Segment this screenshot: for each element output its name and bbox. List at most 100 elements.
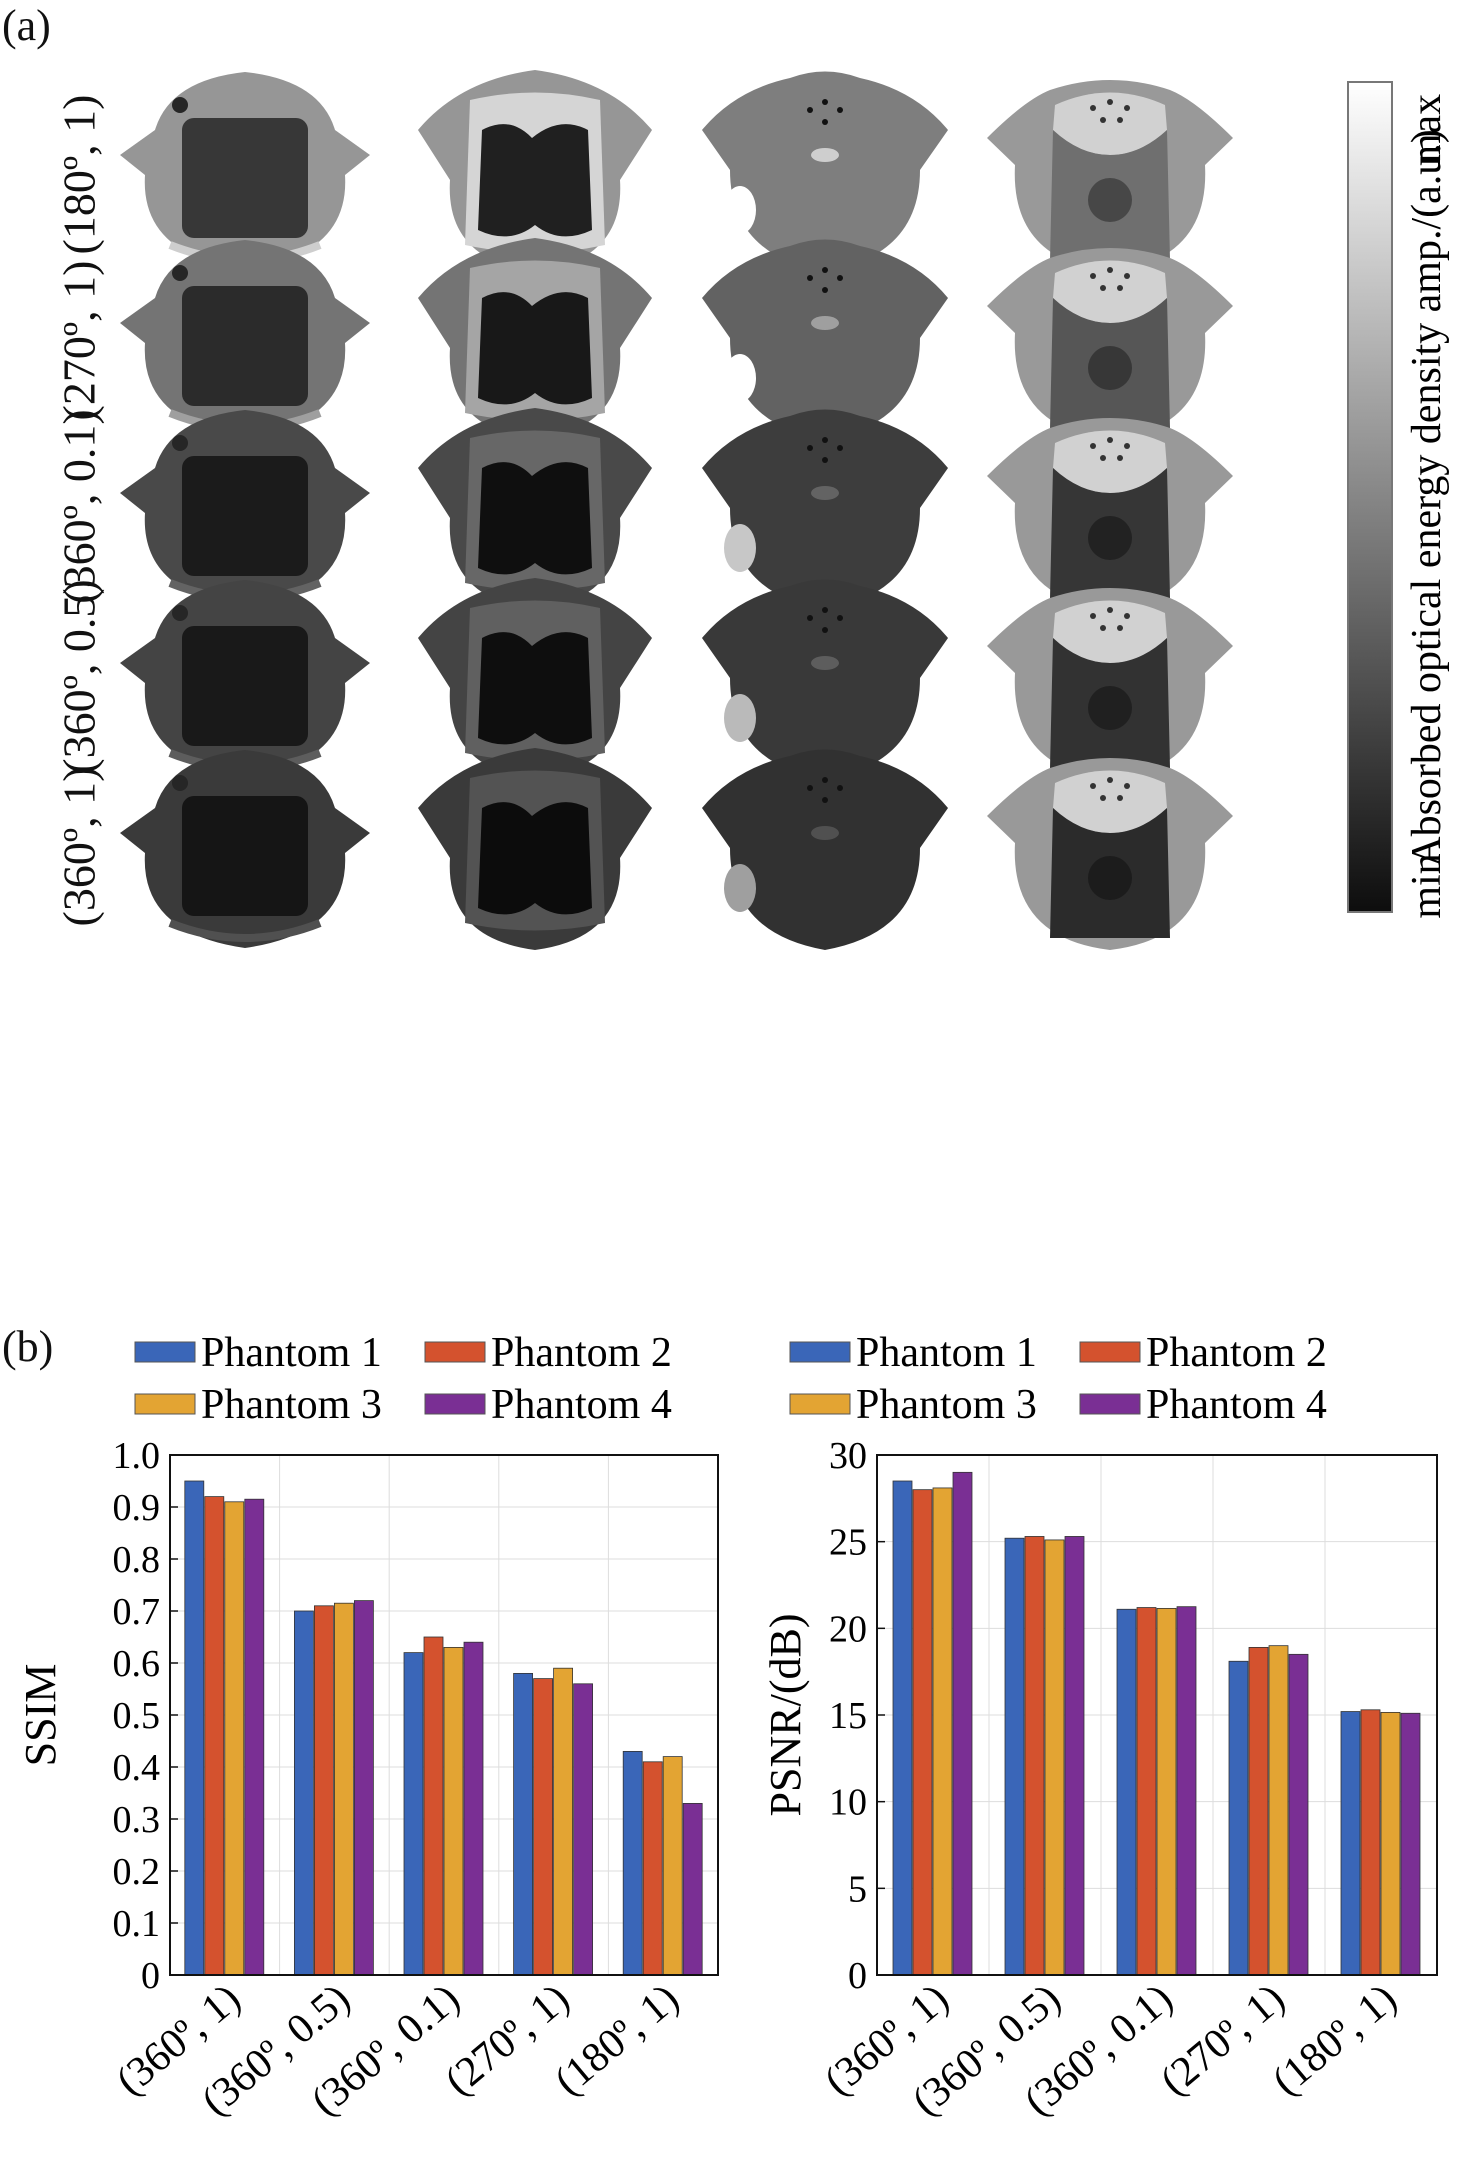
phantom-image-r3-c4: [987, 418, 1233, 610]
phantom-image-r4-c2: [418, 578, 652, 780]
ssim-bar-s4-c1: [244, 1498, 265, 1976]
legend-swatch-3: [789, 1393, 851, 1415]
psnr-bar-s3-c5: [1380, 1711, 1401, 1976]
ssim-bar-chart: 00.10.20.30.40.50.60.70.80.91.0(360º, 1)…: [16, 1435, 719, 2125]
ssim-bar-s3-c3: [443, 1646, 464, 1976]
phantom-image-r1-c3: [702, 71, 948, 272]
legend-label-1: Phantom 1: [201, 1330, 382, 1376]
legend-label-4: Phantom 4: [1146, 1382, 1327, 1428]
colorbar-title: Absorbed optical energy density amp./(a.…: [1404, 129, 1450, 867]
psnr-bar-s3-c1: [932, 1487, 953, 1976]
psnr-bar-s2-c3: [1136, 1607, 1157, 1976]
psnr-bar-s2-c2: [1024, 1536, 1045, 1976]
psnr-bar-s1-c4: [1228, 1660, 1249, 1976]
ssim-bar-s1-c3: [403, 1652, 424, 1976]
ssim-bar-s4-c2: [353, 1600, 374, 1976]
legend-label-3: Phantom 3: [856, 1382, 1037, 1428]
ssim-ytick-9: 0.9: [113, 1487, 161, 1529]
legend-label-1: Phantom 1: [856, 1330, 1037, 1376]
psnr-ytick-1: 5: [848, 1868, 867, 1910]
phantom-image-r2-c3: [702, 239, 948, 440]
psnr-bar-s2-c5: [1360, 1709, 1381, 1976]
phantom-image-r1-c4: [987, 80, 1233, 272]
ssim-ytick-0: 0: [141, 1955, 160, 1997]
ssim-ytick-1: 0.1: [113, 1903, 161, 1945]
ssim-ytick-6: 0.6: [113, 1643, 161, 1685]
phantom-image-r4-c4: [987, 588, 1233, 780]
ssim-bar-s2-c4: [533, 1678, 553, 1976]
psnr-bar-s1-c1: [892, 1480, 913, 1976]
legend-ssim: Phantom 1 Phantom 2 Phantom 3 Phantom 4: [134, 1330, 672, 1428]
ssim-bar-s2-c2: [313, 1605, 334, 1976]
ssim-ylabel: SSIM: [16, 1664, 65, 1767]
psnr-bar-s4-c3: [1176, 1606, 1197, 1976]
ssim-bar-s2-c1: [204, 1496, 225, 1976]
ssim-ytick-8: 0.8: [113, 1539, 161, 1581]
ssim-bar-s1-c1: [184, 1480, 205, 1976]
psnr-bar-s4-c1: [952, 1471, 973, 1976]
psnr-bar-s2-c1: [912, 1489, 933, 1976]
phantom-image-r5-c4: [987, 758, 1233, 950]
phantom-image-r3-c1: [120, 410, 370, 608]
legend-psnr: Phantom 1 Phantom 2 Phantom 3 Phantom 4: [789, 1330, 1327, 1428]
ssim-bar-s2-c3: [423, 1636, 444, 1976]
legend-swatch-1: [134, 1341, 196, 1363]
legend-swatch-2: [1079, 1341, 1141, 1363]
psnr-bar-s3-c3: [1156, 1607, 1177, 1976]
phantom-image-r2-c2: [418, 238, 652, 440]
psnr-bar-s4-c4: [1288, 1653, 1309, 1976]
ssim-axes-frame: [169, 1454, 719, 1976]
ssim-ytick-2: 0.2: [113, 1851, 161, 1893]
ssim-bar-s1-c4: [513, 1672, 533, 1976]
psnr-ytick-0: 0: [848, 1955, 867, 1997]
panel-a-label: (a): [2, 1, 51, 50]
ssim-ytick-10: 1.0: [113, 1435, 161, 1477]
psnr-bar-s1-c5: [1340, 1711, 1361, 1976]
psnr-axes-frame: [876, 1454, 1438, 1976]
ssim-bar-s3-c2: [333, 1602, 354, 1976]
phantom-image-r4-c1: [120, 580, 370, 778]
psnr-bar-s3-c2: [1044, 1539, 1065, 1976]
legend-swatch-3: [134, 1393, 196, 1415]
colorbar-max-label: max: [1404, 94, 1450, 166]
psnr-ytick-3: 15: [829, 1695, 867, 1737]
phantom-image-r2-c4: [987, 248, 1233, 440]
ssim-bar-s4-c5: [682, 1802, 703, 1976]
psnr-ytick-2: 10: [829, 1782, 867, 1824]
ssim-bar-s4-c3: [463, 1641, 484, 1976]
row-label-5: (360º, 1): [53, 766, 105, 927]
ssim-xtick-5: (180º, 1): [546, 1975, 687, 2104]
panel-b-label: (b): [2, 1322, 54, 1371]
ssim-bar-s3-c5: [662, 1756, 683, 1976]
ssim-bar-s3-c1: [224, 1501, 245, 1976]
ssim-ytick-7: 0.7: [113, 1591, 161, 1633]
ssim-xtick-4: (270º, 1): [437, 1975, 578, 2104]
psnr-bar-s3-c4: [1268, 1645, 1289, 1976]
phantom-image-r4-c3: [702, 579, 948, 780]
ssim-ytick-3: 0.3: [113, 1799, 161, 1841]
psnr-ytick-5: 25: [829, 1522, 867, 1564]
phantom-image-r5-c2: [418, 748, 652, 950]
legend-label-3: Phantom 3: [201, 1382, 382, 1428]
phantom-image-r3-c2: [418, 408, 652, 610]
psnr-xtick-4: (270º, 1): [1152, 1975, 1293, 2104]
colorbar-min-label: min: [1404, 853, 1450, 918]
legend-swatch-4: [424, 1393, 486, 1415]
phantom-image-r5-c1: [120, 750, 370, 948]
ssim-bar-s2-c5: [642, 1761, 663, 1976]
legend-swatch-1: [789, 1341, 851, 1363]
ssim-bar-s1-c2: [293, 1610, 314, 1976]
psnr-ytick-6: 30: [829, 1435, 867, 1477]
ssim-ytick-5: 0.5: [113, 1695, 161, 1737]
psnr-bar-s2-c4: [1248, 1646, 1269, 1976]
legend-label-4: Phantom 4: [491, 1382, 672, 1428]
psnr-bar-s1-c2: [1004, 1537, 1025, 1976]
legend-label-2: Phantom 2: [491, 1330, 672, 1376]
phantom-image-r5-c3: [702, 749, 948, 950]
psnr-ylabel: PSNR/(dB): [761, 1614, 810, 1817]
phantom-image-r2-c1: [120, 240, 370, 438]
phantom-image-r1-c1: [120, 72, 370, 270]
psnr-bar-s1-c3: [1116, 1608, 1137, 1976]
colorbar: max Absorbed optical energy density amp.…: [1347, 81, 1450, 919]
